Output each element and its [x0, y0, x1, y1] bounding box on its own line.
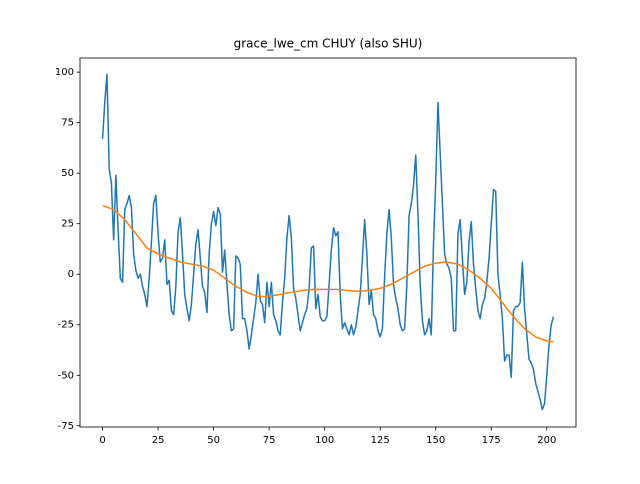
y-tick-label: 25: [61, 219, 74, 230]
y-tick-label: -25: [58, 320, 74, 331]
y-tick-label: 0: [68, 269, 74, 280]
x-tick-label: 175: [482, 435, 501, 446]
line-series: [102, 204, 554, 343]
axes-frame: [79, 57, 577, 428]
y-tick-label: -50: [58, 370, 74, 381]
x-tick-label: 150: [426, 435, 445, 446]
x-tick-label: 125: [371, 435, 390, 446]
y-tick-label: -75: [58, 421, 74, 432]
chart-title: grace_lwe_cm CHUY (also SHU): [234, 37, 423, 51]
x-tick-label: 75: [263, 435, 276, 446]
x-tick-label: 100: [315, 435, 334, 446]
x-tick-label: 25: [152, 435, 165, 446]
line-series: [101, 73, 555, 411]
y-tick-label: 100: [55, 67, 74, 78]
y-tick-label: 75: [61, 118, 74, 129]
y-tick-label: 50: [61, 168, 74, 179]
x-tick-label: 200: [537, 435, 556, 446]
x-tick-label: 0: [99, 435, 105, 446]
x-tick-label: 50: [207, 435, 220, 446]
